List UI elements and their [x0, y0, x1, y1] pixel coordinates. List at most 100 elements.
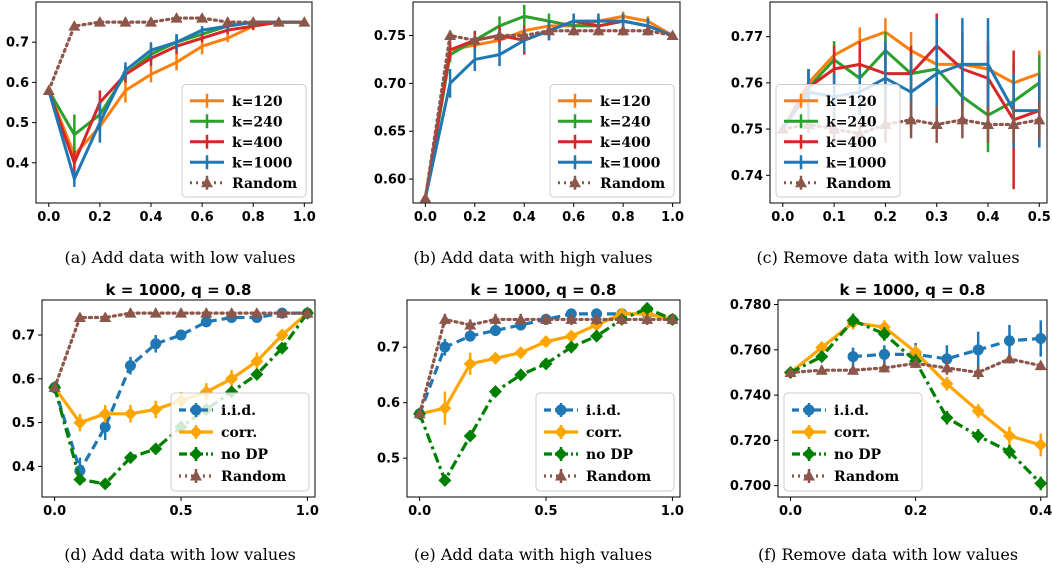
- legend-label: k=120: [232, 94, 283, 110]
- data-point: [149, 307, 162, 318]
- x-tick-label: 0.3: [925, 210, 948, 225]
- data-point: [413, 407, 426, 419]
- y-tick-label: 0.780: [730, 298, 771, 313]
- data-point: [68, 20, 81, 31]
- data-point: [539, 335, 553, 349]
- data-point: [464, 318, 477, 330]
- legend: i.i.d. corr. no DP Random: [535, 392, 675, 492]
- plot-frame: [412, 1, 681, 204]
- chart-panel-b: 0.0 0.2 0.4 0.6 0.8 1.00.600.650.700.75k=120k…: [374, 1, 684, 225]
- legend-label: k=1000: [826, 155, 887, 171]
- data-point: [590, 313, 603, 324]
- data-point: [42, 84, 55, 95]
- data-point: [200, 307, 213, 318]
- legend-label: k=120: [600, 94, 651, 110]
- data-point: [149, 442, 163, 456]
- x-tick-label: 0.4: [976, 210, 999, 225]
- data-point: [972, 366, 985, 377]
- y-tick-label: 0.65: [374, 125, 406, 140]
- y-tick-label: 0.7: [12, 329, 35, 344]
- legend-label: Random: [600, 176, 665, 192]
- data-point: [847, 351, 859, 363]
- data-point: [641, 313, 654, 324]
- data-point: [1033, 113, 1046, 125]
- data-point: [123, 407, 137, 421]
- legend-label: k=240: [826, 114, 877, 130]
- data-point: [468, 34, 481, 45]
- data-point: [909, 357, 922, 368]
- y-tick-label: 0.6: [6, 76, 29, 91]
- y-tick-label: 0.4: [6, 156, 29, 171]
- data-point: [592, 24, 605, 36]
- data-point: [666, 29, 679, 40]
- legend-box: [775, 84, 901, 198]
- data-point: [225, 307, 238, 318]
- plot-frame: [35, 1, 313, 204]
- chart-title: k = 1000, q = 0.8: [840, 281, 986, 299]
- legend-label: corr.: [221, 425, 257, 441]
- y-tick-label: 0.74: [731, 169, 763, 184]
- data-point: [1007, 118, 1020, 129]
- data-point: [1003, 335, 1015, 347]
- y-tick-label: 0.6: [12, 372, 35, 387]
- legend-marker: [190, 470, 202, 481]
- x-tick-label: 0.0: [408, 504, 431, 519]
- y-tick-label: 0.5: [377, 452, 400, 467]
- data-point: [150, 338, 162, 350]
- data-point: [539, 357, 553, 371]
- legend-marker: [795, 176, 807, 188]
- x-tick-label: 0.6: [191, 210, 214, 225]
- data-point: [514, 313, 527, 324]
- data-point: [298, 16, 311, 27]
- legend-label: k=240: [600, 114, 651, 130]
- data-point: [905, 113, 918, 125]
- data-point: [971, 404, 985, 418]
- data-point: [941, 353, 953, 365]
- legend-label: no DP: [834, 447, 882, 463]
- plot-frame: [777, 299, 1048, 498]
- legend-marker: [802, 425, 816, 439]
- data-point: [514, 346, 528, 360]
- y-tick-label: 0.740: [730, 389, 771, 404]
- data-point: [514, 368, 528, 382]
- legend-marker: [554, 425, 568, 439]
- caption-a: (a) Add data with low values: [64, 248, 296, 267]
- data-point: [272, 16, 285, 27]
- data-point: [439, 341, 451, 353]
- legend-box: [783, 392, 923, 492]
- legend-label: k=1000: [600, 155, 661, 171]
- data-point: [419, 192, 432, 203]
- data-point: [170, 12, 183, 23]
- chart-panel-d: 0.0 0.5 1.0 0.4 0.5 0.6 0.7 k = 1000, q = 0.8 i.…: [12, 281, 319, 519]
- series-line: [47, 16, 306, 93]
- legend-label: Random: [826, 176, 891, 192]
- series-line: [53, 311, 308, 473]
- x-tick-label: 0.0: [414, 210, 437, 225]
- data-point: [940, 411, 954, 425]
- data-point: [73, 311, 86, 323]
- data-point: [666, 313, 679, 324]
- y-tick-label: 0.5: [6, 116, 29, 131]
- legend-label: k=120: [826, 94, 877, 110]
- data-point: [98, 477, 112, 491]
- data-point: [815, 341, 829, 355]
- legend-box: [170, 392, 310, 492]
- chart-panel-c: 0.0 0.1 0.2 0.3 0.4 0.50.740.750.760.77k=120k…: [731, 1, 1051, 225]
- legend-marker: [555, 404, 567, 416]
- chart-title: k = 1000, q = 0.8: [106, 281, 252, 299]
- data-point: [565, 313, 578, 324]
- data-point: [301, 307, 314, 318]
- data-point: [124, 307, 137, 318]
- data-point: [930, 118, 943, 129]
- data-point: [247, 16, 260, 27]
- legend-box: [181, 84, 307, 198]
- data-point: [877, 327, 891, 341]
- y-tick-label: 0.75: [374, 29, 406, 44]
- data-point: [463, 429, 477, 443]
- legend-label: k=400: [826, 135, 877, 151]
- x-tick-label: 0.2: [463, 210, 486, 225]
- x-tick-label: 0.5: [1028, 210, 1051, 225]
- chart-panel-f: 0.0 0.2 0.4 0.700 0.720 0.740 0.760 0.780 k = 10…: [730, 281, 1052, 519]
- data-point: [940, 361, 953, 373]
- legend-label: i.i.d.: [834, 403, 869, 419]
